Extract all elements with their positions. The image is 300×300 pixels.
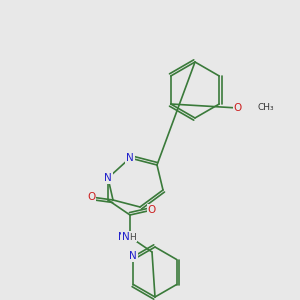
Text: CH₃: CH₃ (258, 103, 274, 112)
Text: O: O (234, 103, 242, 113)
Text: N: N (104, 173, 112, 183)
Text: N: N (126, 153, 134, 163)
Text: O: O (148, 205, 156, 215)
Text: O: O (87, 192, 95, 202)
Text: H: H (130, 232, 136, 242)
Text: N: N (118, 232, 126, 242)
Text: N: N (122, 232, 130, 242)
Text: N: N (129, 251, 137, 261)
